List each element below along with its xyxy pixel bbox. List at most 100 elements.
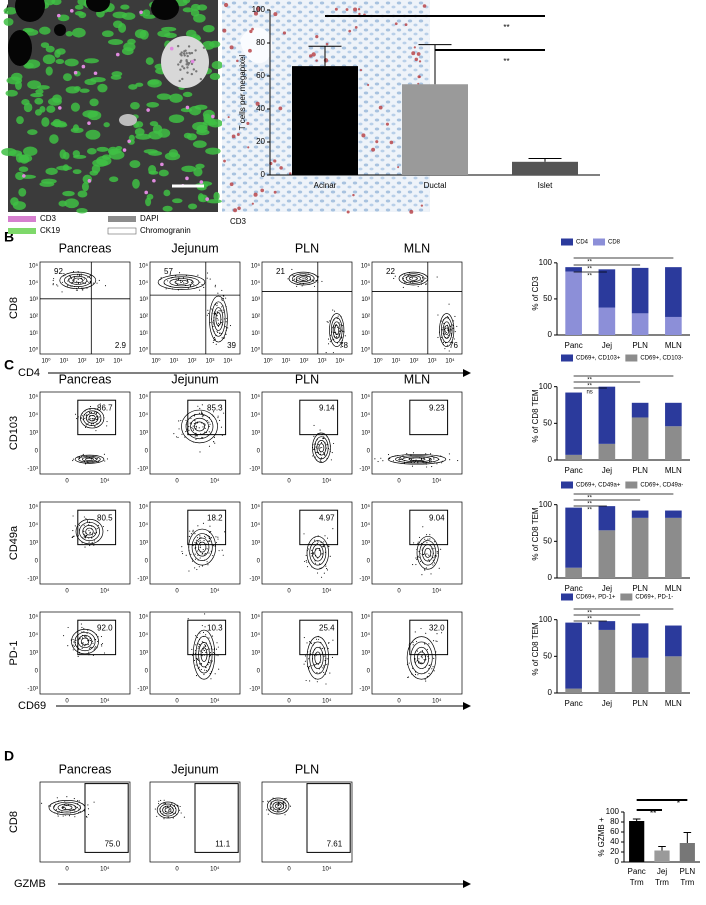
flow-event — [302, 278, 304, 280]
islet-speck — [194, 49, 197, 52]
flow-contour — [314, 651, 322, 665]
bar-segment — [631, 402, 649, 418]
flow-event — [213, 336, 216, 338]
ck19-cell — [172, 198, 183, 204]
y-tick-label: 40 — [610, 837, 619, 846]
flow-event — [63, 272, 65, 275]
flow-event — [454, 315, 456, 318]
flow-event — [88, 524, 90, 526]
ck19-cell — [47, 97, 62, 106]
significance-label: ** — [503, 23, 509, 32]
flow-contour — [314, 547, 322, 558]
flow-event — [89, 639, 92, 641]
flow-event — [292, 275, 294, 277]
flow-event — [209, 423, 211, 425]
ck19-cell — [18, 166, 29, 173]
gate — [299, 509, 339, 546]
x-tick-label: PLN Trm — [680, 867, 696, 887]
flow-event — [211, 660, 213, 662]
cd3-stain — [236, 59, 239, 63]
tissue-title: PLN — [295, 762, 319, 776]
flow-event — [181, 550, 183, 552]
flow-event — [93, 801, 95, 803]
flow-event — [78, 800, 80, 802]
y-tick-label: 100 — [539, 258, 553, 267]
flow-event — [318, 549, 320, 551]
ck19-cell — [34, 97, 44, 105]
islet-speck — [190, 51, 194, 55]
flow-event — [185, 419, 187, 421]
cd3-stain — [414, 57, 419, 62]
flow-plot-frame — [261, 501, 353, 585]
bar-segment — [565, 267, 582, 272]
flow-event — [430, 573, 432, 575]
x-tick-label: Jej Trm — [655, 867, 669, 887]
flow-event — [437, 336, 439, 339]
cd3-stain — [418, 75, 421, 79]
flow-y-tick: 10⁰ — [251, 347, 261, 354]
y-tick-label: 0 — [548, 455, 553, 464]
flow-event — [279, 808, 281, 810]
flow-event — [221, 337, 223, 339]
flow-y-tick: -10³ — [27, 687, 38, 693]
flow-event — [170, 811, 172, 813]
flow-event — [52, 283, 54, 285]
flow-contour — [332, 321, 341, 339]
cd3-stain — [253, 192, 258, 197]
bar-segment — [665, 517, 682, 578]
flow-x-tick: 10⁴ — [322, 698, 332, 705]
flow-y-tick: 10⁴ — [29, 522, 39, 529]
flow-event — [204, 427, 206, 429]
flow-event — [222, 297, 224, 299]
flow-event — [312, 455, 314, 457]
flow-event — [64, 807, 66, 809]
quadrant-value: 2.9 — [115, 341, 127, 350]
flow-event — [427, 656, 429, 658]
flow-event — [69, 276, 71, 278]
flow-event — [95, 430, 97, 432]
flow-event — [326, 569, 329, 571]
flow-event — [424, 569, 426, 571]
ck19-cell — [41, 117, 50, 127]
flow-event — [448, 350, 450, 352]
flow-y-tick: 0 — [145, 449, 149, 455]
flow-event — [181, 546, 183, 548]
flow-event — [413, 542, 415, 544]
flow-event — [174, 804, 176, 806]
flow-event — [191, 648, 193, 650]
lumen — [15, 0, 45, 22]
ck19-cell — [65, 31, 73, 37]
flow-event — [195, 635, 197, 637]
bar-segment — [665, 656, 682, 693]
ck19-cell — [103, 122, 110, 128]
flow-event — [321, 553, 324, 555]
flow-y-tick: 10⁵ — [29, 263, 39, 270]
flow-x-tick: 10⁴ — [210, 866, 220, 873]
bar-segment — [565, 454, 582, 460]
flow-event — [217, 417, 219, 419]
flow-contour — [410, 641, 433, 675]
flow-event — [83, 524, 85, 526]
gate-value: 18.2 — [207, 513, 223, 522]
flow-event — [323, 541, 325, 543]
flow-contour — [164, 807, 172, 813]
flow-event — [415, 563, 417, 566]
legend-label: CD8 — [608, 240, 621, 246]
flow-contour — [159, 803, 177, 817]
legend-swatch — [108, 216, 136, 222]
ck19-cell — [70, 127, 84, 134]
quadrant-value: 76 — [449, 341, 458, 350]
gate-value: 92.0 — [97, 623, 113, 632]
cd3-stain — [413, 46, 416, 49]
tissue-title: Jejunum — [171, 762, 218, 776]
flow-event — [84, 417, 86, 419]
flow-event — [407, 676, 410, 678]
flow-event — [322, 438, 324, 440]
flow-event — [305, 560, 307, 562]
flow-x-tick: 10⁴ — [322, 866, 332, 873]
x-tick-label-line: Trm — [680, 878, 694, 887]
flow-x-tick: 10⁴ — [223, 358, 233, 365]
islet-speck — [181, 77, 184, 81]
flow-event — [323, 655, 325, 657]
flow-contour — [408, 457, 426, 461]
